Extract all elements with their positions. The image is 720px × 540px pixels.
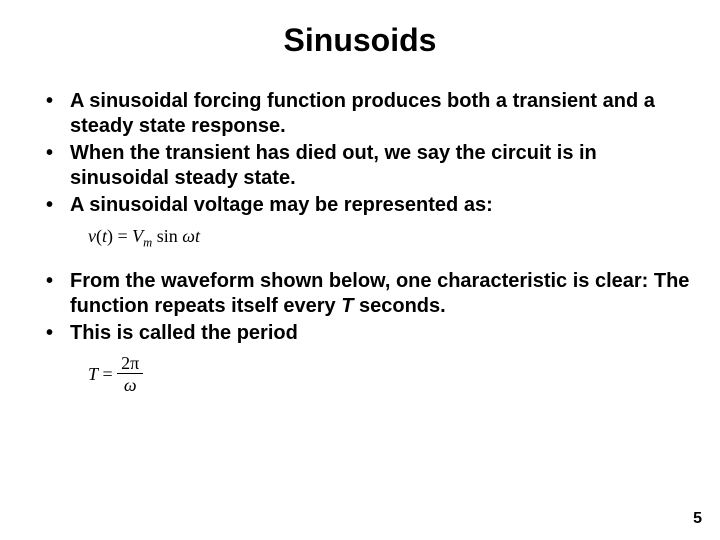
eq2-den: ω (124, 375, 137, 395)
period-symbol: T (341, 295, 353, 317)
slide-title: Sinusoids (28, 22, 692, 59)
equation-period: T = 2πω (28, 354, 692, 398)
bullet-list-2: From the waveform shown below, one chara… (28, 269, 692, 346)
eq-amp-sub: m (143, 236, 152, 250)
bullet-list-1: A sinusoidal forcing function produces b… (28, 89, 692, 218)
slide: Sinusoids A sinusoidal forcing function … (0, 0, 720, 540)
eq-amp: V (132, 226, 143, 246)
eq-trig: sin (157, 226, 178, 246)
bullet-item: A sinusoidal voltage may be represented … (46, 193, 692, 218)
eq2-lhs: T (88, 364, 98, 384)
eq2-num: 2π (117, 354, 143, 375)
eq-omega: ω (182, 226, 195, 246)
bullet-item: From the waveform shown below, one chara… (46, 269, 692, 319)
equation-voltage: v(t) = Vm sin ωt (28, 226, 692, 251)
page-number: 5 (693, 510, 702, 528)
bullet-text-post: seconds. (353, 295, 445, 317)
bullet-item: A sinusoidal forcing function produces b… (46, 89, 692, 139)
bullet-item: This is called the period (46, 321, 692, 346)
eq-t: t (195, 226, 200, 246)
bullet-item: When the transient has died out, we say … (46, 141, 692, 191)
eq-lhs-func: v (88, 226, 96, 246)
